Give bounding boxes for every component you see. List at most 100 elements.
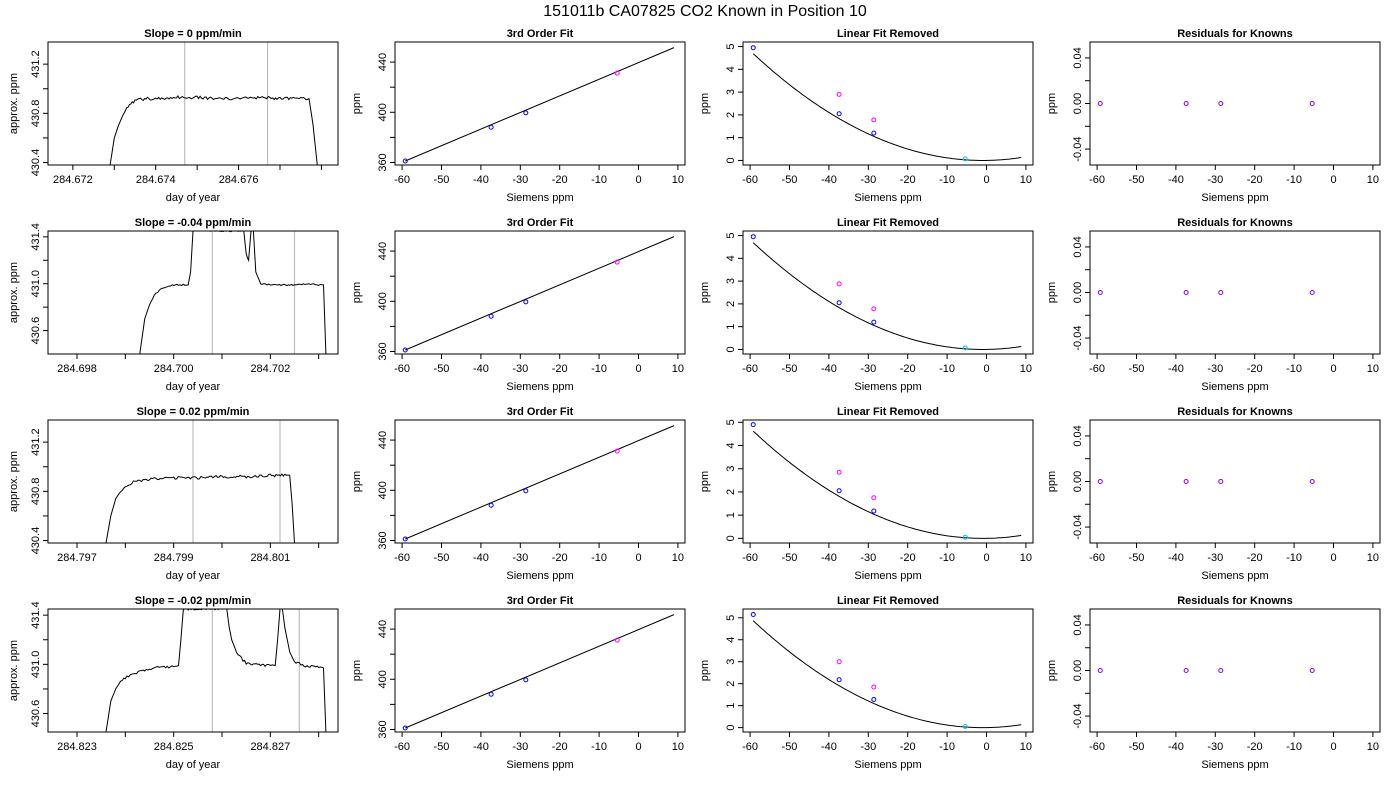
data-point: [523, 677, 529, 683]
y-tick-label: 5: [725, 232, 737, 238]
x-axis-label: Siemens ppm: [854, 759, 921, 771]
y-tick-label: 430.8: [30, 478, 42, 506]
plot-frame: [1089, 419, 1381, 544]
data-point: [836, 281, 842, 287]
y-tick-label: 0: [725, 535, 737, 541]
data-point: [1218, 479, 1224, 484]
x-tick-label: -30: [860, 174, 876, 186]
x-tick-label: -40: [821, 552, 837, 564]
panel-r4-trace: Slope = -0.02 ppm/min 284.823 284.825 284.8…: [8, 595, 339, 771]
x-tick-label: -60: [1089, 552, 1105, 564]
x-axis-label: Siemens ppm: [506, 570, 573, 582]
x-tick-label: -20: [552, 174, 568, 186]
x-axis-label: Siemens ppm: [506, 192, 573, 204]
panel-r4-fit: 3rd Order Fit -60 -50 -40 -30 -20 -10 0 10 360 400…: [351, 595, 686, 771]
x-tick-label: -40: [473, 363, 489, 375]
panel-r3-residuals: Residuals for Knowns -60 -50 -40 -30 -20 -10 0 1…: [1046, 406, 1381, 582]
y-tick-label: 3: [725, 659, 737, 665]
data-point: [402, 158, 408, 164]
x-tick-label: 10: [1367, 363, 1379, 375]
x-tick-label: 284.827: [250, 741, 290, 753]
x-tick-label: -10: [1286, 174, 1302, 186]
ppm-trace-line: [109, 94, 318, 165]
x-axis-label: Siemens ppm: [854, 192, 921, 204]
y-tick-label: 2: [725, 681, 737, 687]
plot-frame: [47, 41, 339, 166]
y-axis-label: ppm: [351, 93, 363, 114]
plot-frame: [742, 41, 1034, 166]
panel-r1-trace: Slope = 0 ppm/min 284.672 284.674 284.676 43…: [8, 28, 339, 204]
panel-title: 3rd Order Fit: [507, 217, 574, 229]
y-tick-label: -0.04: [1072, 704, 1084, 729]
data-point: [962, 724, 968, 730]
x-tick-label: 284.825: [154, 741, 194, 753]
x-tick-label: -50: [782, 363, 798, 375]
data-point: [836, 677, 842, 683]
y-axis-label: ppm: [1046, 93, 1058, 114]
panel-title: Slope = -0.02 ppm/min: [135, 595, 252, 607]
x-tick-label: 10: [1020, 552, 1032, 564]
x-tick-label: -60: [742, 552, 758, 564]
x-tick-label: -10: [939, 174, 955, 186]
x-tick-label: -30: [512, 363, 528, 375]
y-axis-label: ppm: [699, 660, 711, 681]
x-tick-label: -30: [1207, 741, 1223, 753]
plot-frame: [742, 419, 1034, 544]
data-point: [836, 111, 842, 117]
x-axis-label: day of year: [166, 381, 221, 393]
y-axis-label: ppm: [351, 282, 363, 303]
x-tick-label: 284.674: [136, 174, 176, 186]
y-tick-label: 0.00: [1072, 93, 1084, 114]
data-point: [871, 117, 877, 123]
y-axis-label: approx. ppm: [8, 640, 20, 701]
panel-title: 3rd Order Fit: [507, 595, 574, 607]
panel-r2-fit: 3rd Order Fit -60 -50 -40 -30 -20 -10 0 10 360 400…: [351, 217, 686, 393]
data-point: [1097, 290, 1103, 295]
x-tick-label: 0: [983, 363, 989, 375]
y-tick-label: 0.04: [1072, 47, 1084, 68]
x-tick-label: 10: [672, 363, 684, 375]
panel-r3-linear_removed: Linear Fit Removed -60 -50 -40 -30 -20 -10 0 10 0…: [699, 406, 1034, 582]
x-tick-label: 10: [1020, 741, 1032, 753]
y-axis-label: ppm: [1046, 471, 1058, 492]
plot-frame: [742, 608, 1034, 733]
y-tick-label: -0.04: [1072, 515, 1084, 540]
x-tick-label: -10: [591, 741, 607, 753]
panel-title: Residuals for Knowns: [1177, 595, 1293, 607]
y-tick-label: 430.8: [30, 100, 42, 128]
x-tick-label: -60: [742, 741, 758, 753]
x-tick-label: -60: [394, 552, 410, 564]
x-tick-label: -40: [1168, 174, 1184, 186]
x-tick-label: 10: [672, 741, 684, 753]
x-tick-label: -20: [900, 363, 916, 375]
y-axis-label: ppm: [1046, 660, 1058, 681]
data-point: [962, 345, 968, 351]
y-tick-label: 431.4: [30, 601, 42, 629]
x-tick-label: -40: [821, 174, 837, 186]
y-axis-label: ppm: [351, 471, 363, 492]
x-tick-label: -40: [473, 174, 489, 186]
x-tick-label: -40: [473, 552, 489, 564]
y-tick-label: 400: [377, 103, 389, 121]
x-tick-label: -10: [591, 174, 607, 186]
y-tick-label: 4: [725, 255, 737, 261]
panel-title: 3rd Order Fit: [507, 28, 574, 40]
y-tick-label: 3: [725, 278, 737, 284]
y-tick-label: 360: [377, 720, 389, 738]
y-axis-label: approx. ppm: [8, 262, 20, 323]
x-tick-label: -50: [782, 741, 798, 753]
x-tick-label: 0: [1330, 741, 1336, 753]
y-axis-label: ppm: [351, 660, 363, 681]
x-axis-label: day of year: [166, 759, 221, 771]
y-tick-label: 1: [725, 135, 737, 141]
figure-title: 151011b CA07825 CO2 Known in Position 10: [543, 3, 867, 20]
y-tick-label: 0.00: [1072, 471, 1084, 492]
panel-title: Linear Fit Removed: [837, 28, 939, 40]
data-point: [962, 156, 968, 162]
data-point: [1218, 290, 1224, 295]
y-axis-label: ppm: [699, 471, 711, 492]
x-tick-label: 0: [635, 741, 641, 753]
plot-frame: [47, 230, 339, 355]
y-tick-label: 0.04: [1072, 236, 1084, 257]
data-point: [750, 45, 756, 51]
